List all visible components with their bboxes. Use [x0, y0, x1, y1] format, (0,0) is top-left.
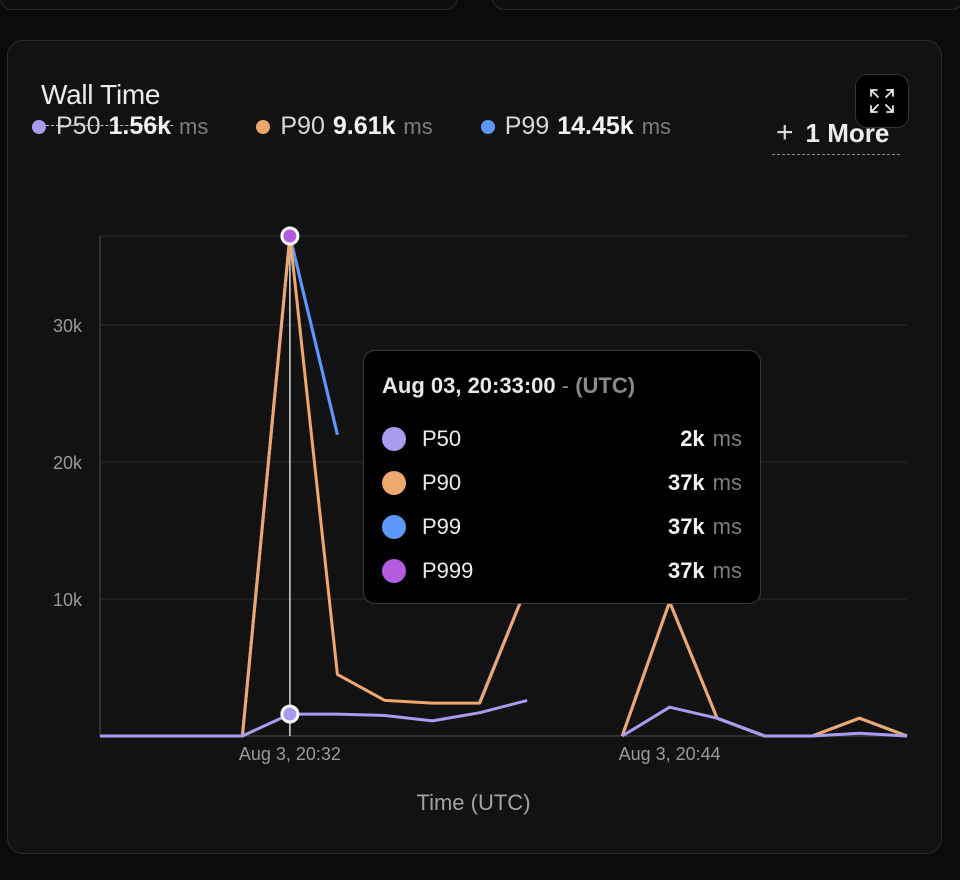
tooltip-series-unit: ms: [712, 558, 742, 583]
chart-tooltip: Aug 03, 20:33:00 - (UTC) P50 2k ms P90 3…: [363, 350, 761, 604]
legend-name: P99: [504, 112, 550, 140]
tooltip-series-name: P50: [422, 426, 462, 451]
legend-item-p50[interactable]: P50 1.56k ms: [32, 112, 208, 141]
legend-value: 9.61k: [332, 112, 396, 140]
tooltip-row-p90: P90 37k ms: [382, 461, 742, 505]
tooltip-timestamp: Aug 03, 20:33:00: [382, 373, 556, 398]
tooltip-series-unit: ms: [712, 470, 742, 495]
tooltip-series-name: P90: [422, 470, 462, 495]
tooltip-series-name: P99: [422, 514, 462, 539]
tooltip-separator: -: [561, 373, 570, 398]
expand-button[interactable]: [855, 74, 909, 128]
tooltip-dot: [382, 559, 406, 583]
tooltip-series-value: 37k: [667, 470, 705, 495]
tooltip-series-value: 2k: [680, 426, 705, 451]
legend-dot: [32, 119, 46, 134]
legend-unit: ms: [403, 113, 433, 139]
legend-unit: ms: [179, 113, 209, 139]
x-tick-label: Aug 3, 20:44: [619, 744, 721, 764]
tooltip-series-unit: ms: [712, 514, 742, 539]
expand-icon: [870, 89, 894, 113]
tooltip-row-p999: P999 37k ms: [382, 549, 742, 593]
tooltip-timezone: (UTC): [575, 373, 636, 398]
tooltip-series-value: 37k: [667, 514, 705, 539]
tooltip-row-p50: P50 2k ms: [382, 417, 742, 461]
plus-icon: +: [776, 116, 794, 149]
tooltip-dot: [382, 515, 406, 539]
legend: P50 1.56k ms P90 9.61k ms P99 14.45k ms: [32, 112, 719, 141]
y-tick-label: 10k: [53, 590, 83, 610]
x-tick-label: Aug 3, 20:32: [239, 744, 341, 764]
legend-item-p90[interactable]: P90 9.61k ms: [256, 112, 433, 141]
title-underline: [41, 125, 173, 126]
y-tick-label: 20k: [53, 453, 83, 473]
more-label: 1 More: [805, 117, 890, 148]
hover-marker-peak: [280, 226, 300, 246]
y-tick-label: 30k: [53, 316, 83, 336]
legend-dot: [480, 119, 495, 134]
legend-name: P50: [56, 112, 101, 140]
legend-dot: [256, 119, 271, 134]
tooltip-row-p99: P99 37k ms: [382, 505, 742, 549]
more-series-button[interactable]: + 1 More: [772, 112, 900, 155]
tooltip-dot: [382, 427, 406, 451]
tooltip-header: Aug 03, 20:33:00 - (UTC): [382, 373, 742, 399]
legend-value: 1.56k: [108, 112, 172, 140]
tooltip-series-value: 37k: [667, 558, 705, 583]
tooltip-dot: [382, 471, 406, 495]
legend-unit: ms: [641, 113, 672, 139]
legend-value: 14.45k: [557, 112, 634, 140]
tooltip-series-name: P999: [422, 558, 474, 583]
x-axis-title: Time (UTC): [416, 790, 530, 815]
hover-marker-p50: [280, 704, 300, 724]
tooltip-series-unit: ms: [712, 426, 742, 451]
legend-item-p99[interactable]: P99 14.45k ms: [480, 112, 672, 141]
series-line-p50: [100, 698, 908, 738]
panel-title[interactable]: Wall Time: [41, 79, 161, 110]
legend-name: P90: [280, 112, 325, 140]
